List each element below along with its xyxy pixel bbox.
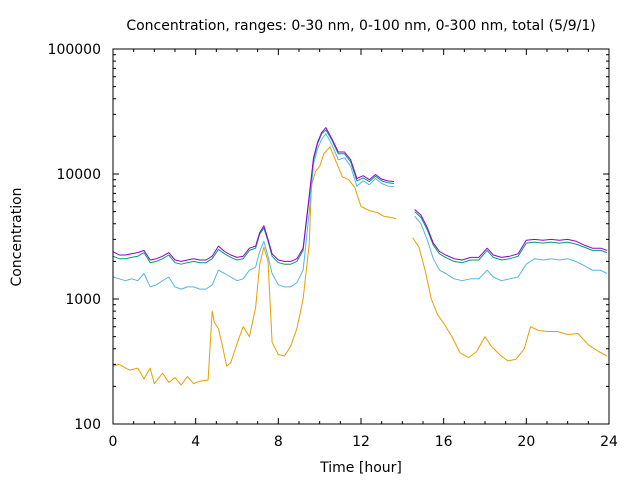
plot-frame [112, 48, 610, 425]
x-tick-label: 24 [600, 434, 618, 450]
y-tick-label: 100 [74, 417, 101, 433]
chart-title: Concentration, ranges: 0-30 nm, 0-100 nm… [126, 18, 595, 34]
x-axis-label: Time [hour] [319, 460, 402, 476]
y-tick-label: 100000 [48, 42, 101, 58]
series-line-total [113, 127, 608, 262]
series-line-0-30-nm [113, 146, 608, 386]
x-tick-label: 20 [517, 434, 535, 450]
x-tick-label: 12 [352, 434, 370, 450]
series-line-0-300-nm [113, 129, 608, 265]
ticks-layer: 0 4 8 12 16 20 24 100 1000 10000 100000 [48, 42, 618, 450]
series-line-0-100-nm [113, 133, 608, 290]
y-tick-label: 10000 [56, 167, 101, 183]
x-tick-label: 8 [274, 434, 283, 450]
x-tick-label: 0 [109, 434, 118, 450]
series-layer [113, 127, 608, 386]
y-axis-label: Concentration [9, 187, 25, 286]
x-tick-label: 4 [191, 434, 200, 450]
y-tick-label: 1000 [65, 292, 101, 308]
x-tick-label: 16 [435, 434, 453, 450]
